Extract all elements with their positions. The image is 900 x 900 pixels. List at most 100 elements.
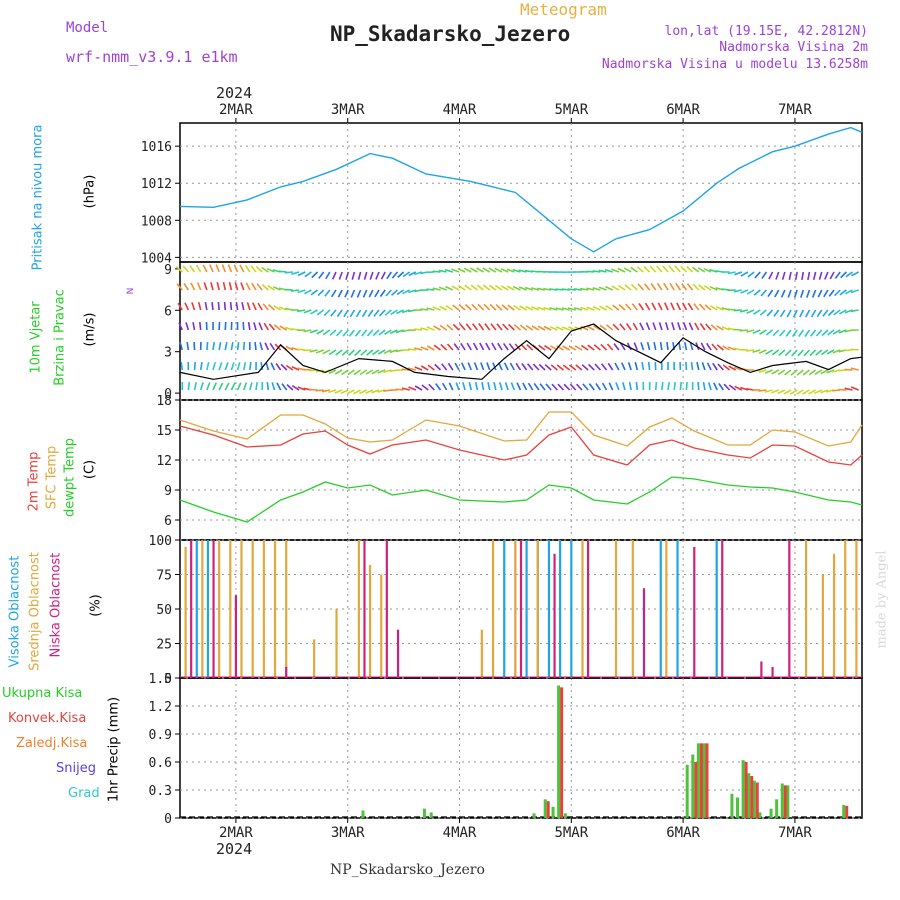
wind-arrow: [420, 327, 429, 331]
wind-arrow: [328, 369, 337, 375]
wind-arrow: [647, 361, 651, 371]
wind-arrow: [375, 271, 380, 280]
wind-arrow: [421, 384, 429, 391]
wind-arrow: [649, 265, 657, 273]
precip-bar: [780, 783, 784, 818]
wind-arrow: [384, 309, 392, 316]
wind-arrow: [488, 267, 497, 273]
wind-arrow: [805, 309, 811, 318]
wind-arrow: [709, 285, 718, 291]
wind-arrow: [834, 289, 841, 297]
wind-arrow: [567, 307, 576, 311]
wind-arrow: [556, 364, 564, 371]
wind-arrow: [796, 389, 804, 395]
wind-arrow: [685, 361, 688, 371]
wind-arrow: [761, 271, 768, 280]
wind-arrow: [644, 302, 651, 311]
wind-arrow: [482, 284, 491, 291]
wind-arrow: [687, 302, 694, 311]
wind-arrow: [175, 266, 183, 273]
wind-arrow: [408, 386, 417, 391]
wind-arrow: [366, 329, 374, 337]
wind-arrow: [379, 309, 386, 317]
wind-arrow: [297, 386, 306, 391]
legend-snow: Snijeg: [56, 761, 96, 776]
wind-arrow: [850, 348, 859, 351]
wind-arrow: [340, 389, 349, 395]
wind-arrow: [740, 289, 749, 294]
wind-arrow: [569, 383, 577, 391]
wind-arrow: [224, 382, 230, 391]
wind-arrow: [496, 323, 503, 331]
wind-arrow: [261, 284, 269, 291]
wind-arrow: [262, 303, 269, 311]
wind-arrow: [758, 389, 767, 392]
wind-arrow: [662, 265, 669, 273]
wind-arrow: [543, 287, 552, 291]
precip-bar: [551, 806, 555, 818]
wind-arrow: [701, 362, 706, 371]
wind-arrow: [458, 304, 466, 311]
wind-arrow: [261, 266, 269, 273]
wind-arrow: [494, 284, 503, 291]
temperature-line-0: [179, 425, 863, 466]
wind-arrow: [491, 342, 497, 351]
wind-arrow: [242, 341, 246, 351]
wind-arrow: [543, 325, 552, 331]
wind-arrow: [746, 309, 755, 314]
wind-arrow: [242, 321, 245, 331]
wind-arrow: [544, 364, 552, 371]
wind-arrow: [518, 286, 527, 291]
wind-arrow: [408, 271, 417, 277]
wind-arrow: [539, 383, 546, 391]
wind-arrow: [473, 362, 479, 371]
wind-arrow: [235, 301, 239, 311]
wind-arrow: [638, 302, 645, 311]
wind-arrow: [613, 343, 620, 351]
wind-arrow: [297, 289, 306, 294]
wind-arrow: [206, 382, 211, 391]
wind-arrow: [676, 302, 682, 311]
wind-arrow: [844, 349, 853, 352]
wind-arrow: [297, 309, 306, 313]
wind-arrow: [710, 324, 718, 331]
wind-arrow: [221, 264, 227, 273]
wind-arrow: [270, 362, 276, 371]
wind-arrow: [716, 344, 724, 351]
wind-arrow: [824, 271, 829, 280]
pressure-ytick-label: 1008: [141, 214, 172, 229]
wind-arrow: [605, 305, 614, 311]
wind-arrow: [329, 329, 337, 336]
wind-arrow: [471, 303, 478, 311]
wind-arrow: [793, 289, 798, 298]
pressure-line: [179, 126, 863, 253]
wind-arrow: [545, 383, 552, 391]
wind-arrow: [353, 369, 362, 376]
wind-arrow: [659, 341, 663, 351]
wind-arrow: [705, 323, 712, 331]
wind-arrow: [467, 362, 472, 371]
wind-arrow: [414, 271, 423, 276]
wind-arrow: [611, 268, 620, 273]
wind-arrow: [671, 322, 675, 331]
wind-arrow: [273, 324, 282, 331]
temperature-ytick-label: 9: [164, 484, 172, 499]
wind-arrow: [628, 381, 632, 391]
precip-bar: [694, 762, 698, 818]
wind-arrow: [537, 325, 546, 331]
wind-arrow: [845, 271, 853, 278]
wind-arrow: [773, 309, 780, 317]
wind-arrow: [196, 282, 202, 291]
wind-arrow: [291, 271, 300, 275]
wind-arrow: [740, 309, 749, 313]
wind-arrow: [818, 271, 823, 280]
wind-arrow: [653, 342, 657, 351]
bottom-day-label: 4MAR: [443, 825, 477, 841]
wind-arrow: [562, 364, 571, 371]
wind-arrow: [733, 289, 742, 293]
wind-arrow: [593, 344, 601, 351]
wind-arrow: [530, 287, 540, 291]
top-day-label: 7MAR: [778, 102, 812, 118]
wind-arrow: [453, 343, 460, 351]
wind-arrow: [834, 271, 841, 279]
